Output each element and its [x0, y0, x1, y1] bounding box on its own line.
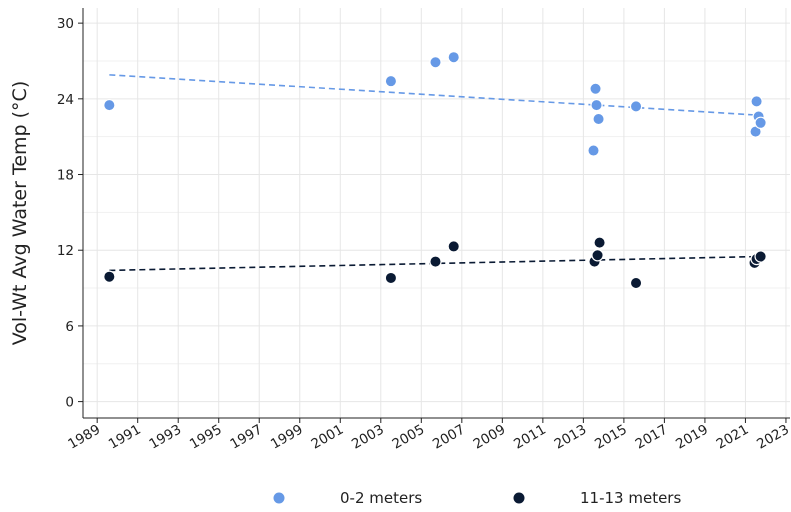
data-point-series-2: [447, 240, 460, 253]
data-point-series-1: [447, 51, 460, 64]
data-point-series-1: [587, 144, 600, 157]
x-tick-label: 2011: [511, 422, 549, 453]
data-point-series-2: [429, 255, 442, 268]
x-tick-label: 2023: [754, 422, 791, 453]
data-point-series-2: [103, 270, 116, 283]
data-point-series-2: [629, 276, 643, 290]
y-axis-title: Vol-Wt Avg Water Temp (°C): [9, 81, 31, 346]
y-tick-label: 12: [57, 243, 74, 259]
x-tick-label: 2015: [592, 422, 630, 453]
y-tick-label: 30: [57, 16, 74, 32]
x-tick-label: 2007: [430, 422, 468, 453]
data-point-series-1: [590, 98, 603, 112]
legend-marker-series-1: [273, 492, 285, 504]
x-tick-label: 2009: [471, 422, 509, 453]
x-tick-label: 1991: [106, 422, 144, 453]
x-tick-label: 1999: [268, 422, 306, 453]
data-point-series-1: [384, 74, 398, 88]
data-point-series-1: [589, 82, 602, 95]
data-points: [103, 51, 767, 290]
data-point-series-2: [384, 271, 398, 285]
data-point-series-1: [754, 116, 767, 130]
trend-line-series-1: [109, 74, 760, 117]
data-point-series-1: [750, 95, 763, 108]
data-point-series-1: [429, 56, 442, 69]
x-tick-label: 2003: [349, 422, 387, 453]
y-tick-label: 18: [57, 168, 74, 184]
data-point-series-2: [591, 249, 604, 262]
data-point-series-2: [754, 250, 767, 263]
y-tick-label: 6: [65, 319, 74, 335]
x-tick-label: 2021: [714, 422, 752, 453]
trend-lines: [109, 74, 760, 272]
grid: [83, 8, 790, 418]
x-tick-label: 2013: [552, 422, 590, 453]
data-point-series-1: [629, 100, 643, 113]
legend-label-series-2: 11-13 meters: [580, 489, 681, 507]
legend-label-series-1: 0-2 meters: [340, 489, 422, 507]
x-tick-label: 2017: [633, 422, 671, 453]
data-point-series-1: [103, 98, 116, 112]
y-tick-label: 0: [65, 395, 74, 411]
data-point-series-2: [593, 236, 606, 249]
x-tick-label: 1997: [227, 422, 265, 453]
x-tick-label: 1995: [187, 422, 225, 453]
legend: 0-2 meters 11-13 meters: [273, 489, 681, 507]
x-tick-label: 2019: [673, 422, 711, 453]
y-tick-label: 24: [57, 92, 74, 108]
x-tick-label: 1993: [146, 422, 184, 453]
data-point-series-1: [592, 112, 605, 126]
x-tick-label: 2005: [390, 422, 428, 453]
legend-marker-series-2: [513, 492, 525, 504]
x-tick-label: 2001: [309, 422, 347, 453]
x-tick-label: 1989: [65, 422, 103, 453]
